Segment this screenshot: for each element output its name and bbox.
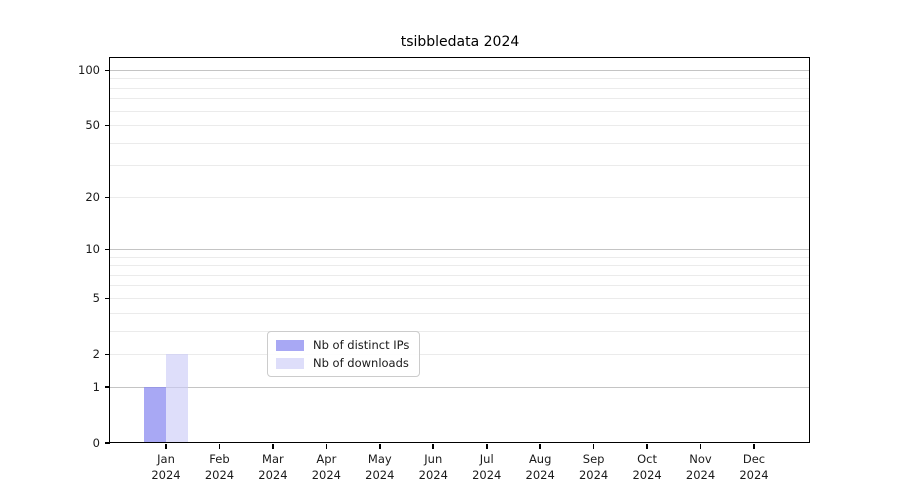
x-tick-2 xyxy=(272,444,274,449)
gridline-10 xyxy=(110,248,810,250)
y-tick-label-0: 0 xyxy=(92,435,100,450)
x-tick-1 xyxy=(218,444,221,449)
y-tick-label-20: 20 xyxy=(85,189,100,204)
x-tick-3 xyxy=(325,444,328,449)
gridline-minor-90 xyxy=(110,78,810,80)
y-tick-label-1: 1 xyxy=(92,379,100,394)
legend-swatch-downloads-icon xyxy=(276,357,304,369)
x-tick-4 xyxy=(379,444,381,449)
x-tick-label-1: Feb 2024 xyxy=(204,452,235,482)
gridline-minor-40 xyxy=(110,142,810,144)
legend-swatch-distinct-ips-icon xyxy=(276,339,304,351)
y-tick-5 xyxy=(104,297,110,300)
y-tick-50 xyxy=(104,124,110,127)
x-tick-0 xyxy=(165,444,167,449)
gridline-minor-3 xyxy=(110,330,810,332)
y-tick-20 xyxy=(104,196,110,199)
y-tick-10 xyxy=(104,248,110,251)
x-tick-6 xyxy=(485,444,488,449)
gridline-minor-5 xyxy=(110,297,810,299)
x-tick-label-3: Apr 2024 xyxy=(311,452,341,482)
x-tick-label-10: Nov 2024 xyxy=(685,452,716,482)
gridline-minor-80 xyxy=(110,87,810,89)
y-tick-1 xyxy=(104,386,110,388)
legend-label-downloads: Nb of downloads xyxy=(313,356,409,370)
x-tick-7 xyxy=(539,444,541,449)
gridline-minor-6 xyxy=(110,285,810,287)
bar-distinct-ips-0 xyxy=(144,387,166,443)
gridline-minor-30 xyxy=(110,165,810,167)
chart-title: tsibbledata 2024 xyxy=(400,34,520,50)
y-tick-100 xyxy=(104,69,110,72)
x-tick-label-8: Sep 2024 xyxy=(578,452,609,482)
gridline-minor-2 xyxy=(110,353,810,355)
y-tick-2 xyxy=(104,353,110,356)
x-tick-10 xyxy=(699,444,702,449)
gridline-minor-7 xyxy=(110,274,810,276)
x-tick-label-11: Dec 2024 xyxy=(739,452,769,482)
gridline-1 xyxy=(110,386,810,388)
x-tick-label-6: Jul 2024 xyxy=(472,452,502,482)
gridline-minor-70 xyxy=(110,98,810,100)
y-tick-0 xyxy=(104,442,110,444)
gridline-minor-8 xyxy=(110,265,810,267)
bar-downloads-0 xyxy=(166,354,188,443)
gridline-100 xyxy=(110,70,810,72)
x-tick-9 xyxy=(646,444,648,449)
gridline-minor-4 xyxy=(110,312,810,314)
gridline-minor-20 xyxy=(110,196,810,198)
x-tick-8 xyxy=(592,444,595,449)
x-tick-5 xyxy=(432,444,435,449)
legend-label-distinct-ips: Nb of distinct IPs xyxy=(313,338,410,352)
plot-area xyxy=(110,58,810,443)
x-tick-label-9: Oct 2024 xyxy=(632,452,662,482)
y-tick-label-5: 5 xyxy=(92,290,100,305)
gridline-minor-50 xyxy=(110,125,810,127)
legend: Nb of distinct IPs Nb of downloads xyxy=(267,331,421,377)
y-tick-label-100: 100 xyxy=(78,63,100,78)
gridline-minor-60 xyxy=(110,110,810,112)
x-tick-label-2: Mar 2024 xyxy=(258,452,288,482)
x-tick-label-7: Aug 2024 xyxy=(525,452,555,482)
y-tick-label-2: 2 xyxy=(92,346,100,361)
y-tick-label-50: 50 xyxy=(85,118,100,133)
x-tick-label-5: Jun 2024 xyxy=(418,452,448,482)
x-tick-11 xyxy=(753,444,755,449)
x-tick-label-4: May 2024 xyxy=(365,452,395,482)
x-tick-label-0: Jan 2024 xyxy=(151,452,181,482)
y-tick-label-10: 10 xyxy=(85,241,100,256)
gridline-minor-9 xyxy=(110,256,810,258)
legend-item-distinct-ips: Nb of distinct IPs xyxy=(276,338,409,352)
legend-item-downloads: Nb of downloads xyxy=(276,356,409,370)
